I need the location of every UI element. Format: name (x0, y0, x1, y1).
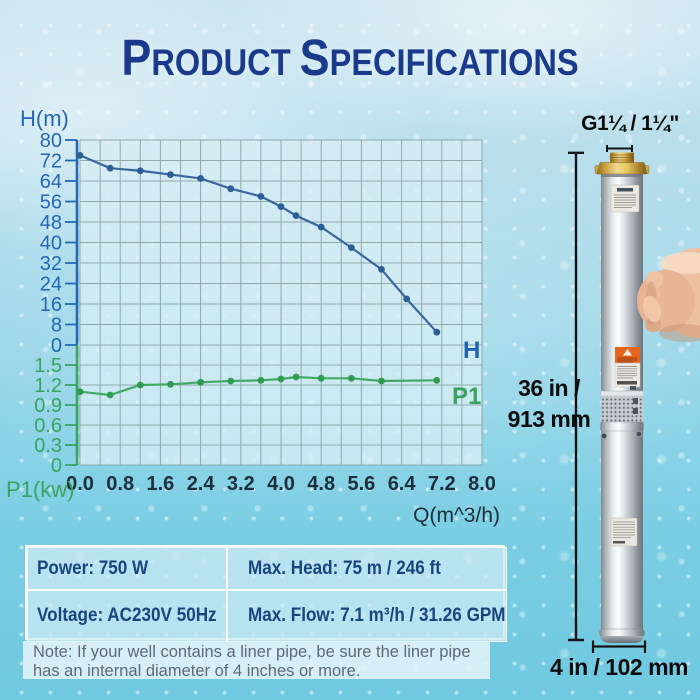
pump-drawing (568, 145, 700, 653)
x-axis-tick-label: 0.8 (106, 473, 134, 495)
x-axis-tick-label: 3.2 (227, 473, 255, 495)
series-P1: P1 (76, 373, 481, 410)
p1-axis-tick-label: 0 (51, 455, 62, 477)
x-axis-tick-label: 6.4 (388, 473, 417, 495)
p1-axis-tick-label: 0.6 (34, 415, 62, 437)
h-axis-tick-label: 8 (51, 315, 62, 337)
pump-length-label: 36 in / 913 mm (500, 373, 598, 435)
warning-label (615, 347, 640, 363)
info-label (614, 362, 641, 388)
cable-clip (633, 398, 638, 404)
spec-cell-max-flow: Max. Flow: 7.1 m³/h / 31.26 GPM (227, 590, 507, 642)
h-axis-tick-label: 32 (40, 253, 62, 275)
length-dimension-caps (568, 151, 584, 642)
x-axis-tick-label: 4.8 (307, 473, 335, 495)
specs-panel: Power: 750 W Max. Head: 75 m / 246 ft Vo… (25, 545, 507, 642)
h-axis-tick-label: 64 (40, 171, 62, 193)
pump-diameter-label: 4 in / 102 mm (550, 654, 688, 680)
h-axis-tick-label: 24 (40, 274, 62, 296)
series-label-P1: P1 (452, 383, 481, 410)
h-axis-tick-label: 0 (51, 335, 62, 357)
x-axis-title: Q(m^3/h) (413, 504, 500, 527)
x-axis-tick-label: 8.0 (468, 473, 496, 495)
series-label-H: H (463, 337, 480, 364)
screw (635, 430, 643, 438)
brand-label (610, 184, 640, 213)
h-axis-tick-label: 40 (40, 233, 62, 255)
x-axis-tick-label: 0.0 (66, 473, 94, 495)
note-text: Note: If your well contains a liner pipe… (33, 643, 471, 681)
chart-grid (79, 139, 483, 466)
pump-length-line2: 913 mm (507, 406, 591, 433)
spec-cell-power: Power: 750 W (27, 547, 227, 590)
screw (600, 432, 608, 440)
h-axis-tick-label: 16 (40, 294, 62, 316)
hand-illustration (637, 248, 700, 342)
p1-axis (65, 345, 79, 466)
x-axis-tick-label: 5.6 (347, 473, 375, 495)
p1-axis-tick-label: 1.5 (34, 355, 62, 377)
pump-figure: G1¼ / 1¼" 36 in / 913 mm 4 in / 102 mm (500, 95, 700, 700)
motor-spec-label (610, 517, 638, 547)
h-axis-tick-label: 48 (40, 212, 62, 234)
series-H: H (76, 151, 480, 364)
diameter-dimension-bracket (591, 640, 647, 653)
page-title: Product Specifications (42, 28, 658, 87)
thumb (642, 295, 662, 323)
note-box: Note: If your well contains a liner pipe… (23, 641, 490, 681)
p1-axis-title: P1(kw) (6, 477, 74, 502)
h-axis-tick-label: 80 (40, 130, 62, 152)
dimension-lines (568, 145, 647, 653)
x-axis-tick-label: 7.2 (428, 473, 456, 495)
outlet-dimension-bracket (606, 145, 633, 152)
x-axis-tick-label: 4.0 (267, 473, 295, 495)
intake-mesh (601, 396, 643, 422)
brass-cap-plate (596, 162, 648, 175)
h-axis-title: H(m) (20, 106, 69, 131)
pump-bottom-cap (601, 636, 643, 643)
outlet-size-label: G1¼ / 1¼" (581, 112, 679, 135)
spec-cell-voltage: Voltage: AC230V 50Hz (27, 590, 227, 642)
x-axis-tick-label: 1.6 (146, 473, 174, 495)
spec-cell-max-head: Max. Head: 75 m / 246 ft (227, 547, 507, 590)
cable-clip (633, 408, 638, 414)
title-word-1: Product (121, 29, 291, 86)
title-word-2: Specifications (299, 29, 579, 86)
pump-length-line1: 36 in / (518, 375, 580, 401)
h-axis-tick-label: 72 (40, 151, 62, 173)
pump-illustration (594, 152, 650, 643)
cable-clip (630, 386, 636, 390)
p1-axis-tick-label: 0.9 (34, 395, 62, 417)
pump-performance-chart: 80 72 64 56 48 40 32 24 16 8 0 1.5 1.2 0.9 0.6 0.3 0 0.0 0… (0, 100, 520, 530)
h-axis (65, 139, 79, 346)
x-axis-tick-label: 2.4 (187, 473, 216, 495)
p1-axis-tick-label: 0.3 (34, 435, 62, 457)
h-axis-tick-label: 56 (40, 192, 62, 214)
p1-axis-tick-label: 1.2 (34, 375, 62, 397)
